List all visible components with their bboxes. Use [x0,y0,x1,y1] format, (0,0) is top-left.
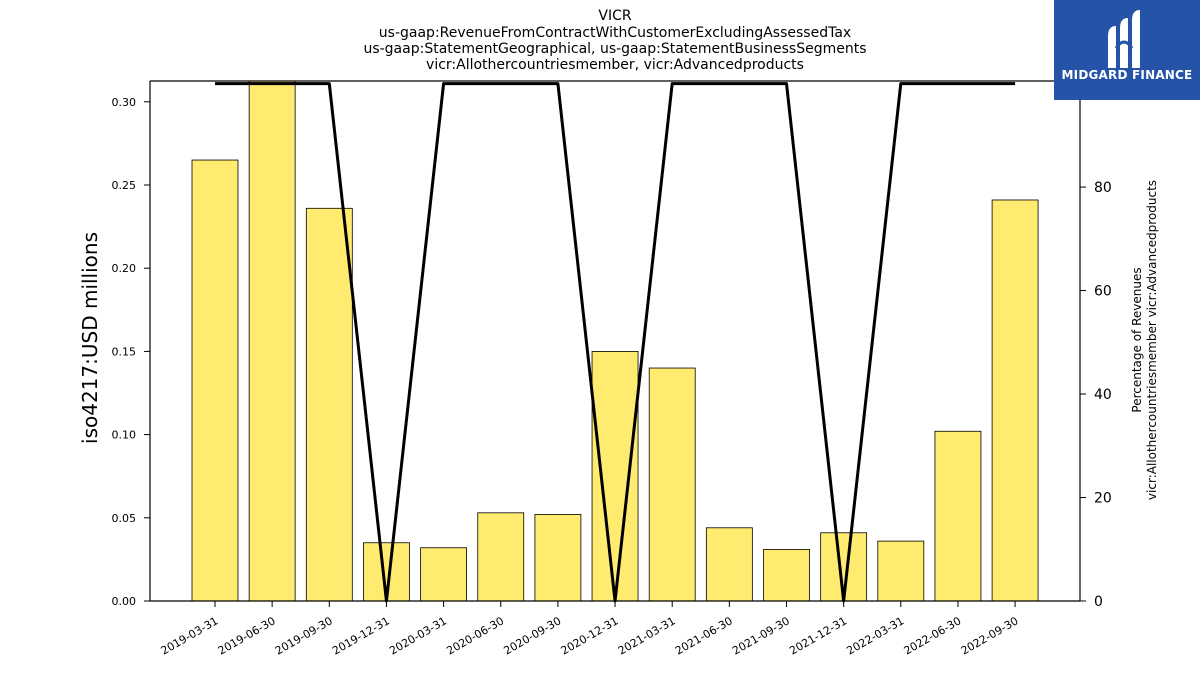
title-line-3: us-gaap:StatementGeographical, us-gaap:S… [363,41,866,57]
x-tick-label: 2019-03-31 [159,614,221,657]
x-tick-label: 2019-06-30 [216,614,278,657]
x-tick-label: 2021-03-31 [616,614,678,657]
x-tick-label: 2019-09-30 [273,614,335,657]
x-tick-label: 2022-03-31 [844,614,906,657]
x-tick-label: 2020-12-31 [559,614,621,657]
y-tick-label: 0.05 [112,512,137,525]
y-tick-label: 0.00 [112,595,137,608]
bar-2020-03-31 [420,547,468,601]
y-tick-label: 0.20 [112,262,137,275]
y2-tick-label: 40 [1094,387,1112,403]
x-tick-label: 2019-12-31 [330,614,392,657]
x-tick-label: 2022-09-30 [959,614,1021,657]
bar-2020-06-30 [477,512,525,601]
y-axis-label: iso4217:USD millions [78,232,102,444]
bar-2022-06-30 [934,430,982,601]
bar-2021-03-31 [648,367,696,601]
y2-axis-label-line-1: Percentage of Revenues [1130,267,1144,412]
x-tick-label: 2021-12-31 [787,614,849,657]
y2-tick-label: 60 [1094,284,1112,300]
bar-2020-12-31 [591,350,639,601]
y-tick-label: 0.15 [112,345,137,358]
title-line-2: us-gaap:RevenueFromContractWithCustomerE… [379,25,851,41]
y-tick-label: 0.10 [112,429,137,442]
x-tick-label: 2020-06-30 [444,614,506,657]
bar-2022-09-30 [991,199,1039,601]
bar-2019-06-30 [248,81,296,601]
title-line-1: VICR [598,8,631,24]
bar-2020-09-30 [534,514,582,601]
y2-tick-label: 20 [1094,491,1112,507]
x-tick-label: 2021-09-30 [730,614,792,657]
x-tick-label: 2020-09-30 [502,614,564,657]
logo-text: MIDGARD FINANCE [1061,68,1193,82]
bar-2019-03-31 [191,159,239,601]
bar-2019-09-30 [305,207,353,601]
bar-2022-03-31 [877,540,925,601]
bar-2021-06-30 [705,527,753,601]
y2-axis-label-line-2: vicr:Allothercountriesmember vicr:Advanc… [1145,180,1159,500]
x-tick-label: 2020-03-31 [387,614,449,657]
x-tick-label: 2022-06-30 [902,614,964,657]
x-tick-label: 2021-06-30 [673,614,735,657]
bar-2021-09-30 [763,549,810,601]
y-tick-label: 0.25 [112,179,137,192]
logo-mark-icon [1108,10,1140,68]
bar-series [191,81,1039,601]
y-tick-label: 0.30 [112,96,137,109]
y2-tick-label: 80 [1094,180,1112,196]
title-line-4: vicr:Allothercountriesmember, vicr:Advan… [426,57,804,73]
chart-title: VICR us-gaap:RevenueFromContractWithCust… [363,8,866,73]
midgard-finance-logo: MIDGARD FINANCE [1054,0,1200,100]
y2-tick-label: 0 [1094,594,1103,610]
